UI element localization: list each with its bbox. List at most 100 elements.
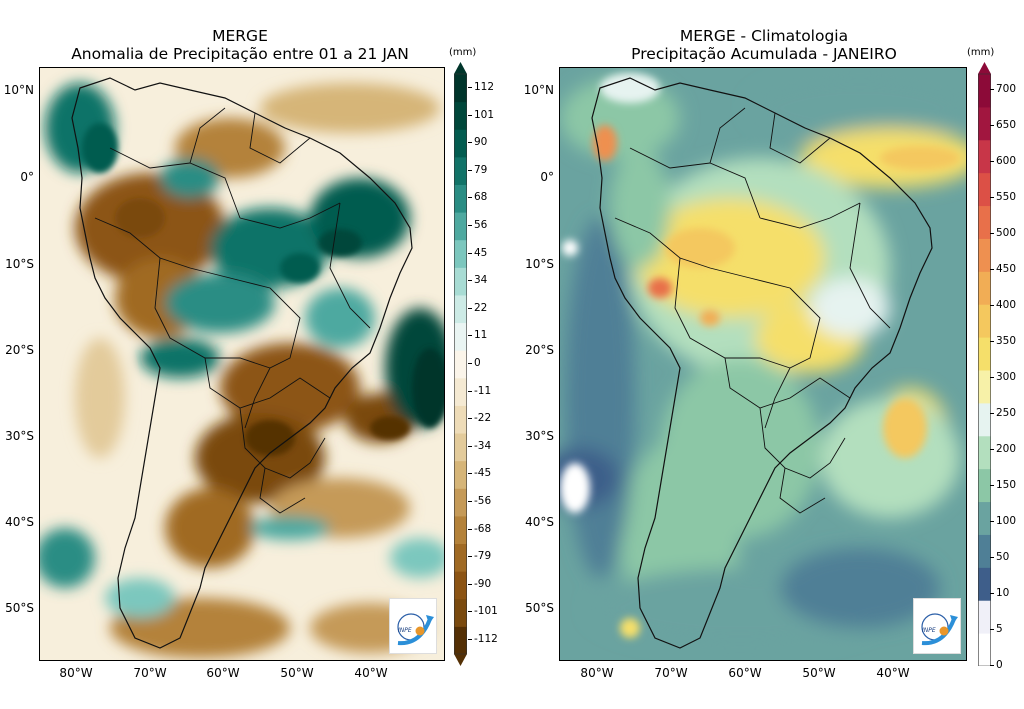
- colorbar-segment: [978, 172, 991, 207]
- colorbar-segment: [454, 515, 467, 545]
- colorbar-tick-label: -79: [467, 550, 492, 563]
- lon-label: 60°W: [206, 666, 240, 680]
- climatology-colorbar: [978, 62, 991, 666]
- colorbar-segment: [978, 567, 991, 601]
- climatology-detail: [560, 73, 960, 638]
- colorbar-segment: [978, 633, 991, 666]
- lon-label: 60°W: [728, 666, 762, 680]
- colorbar-tick-label: 90: [467, 136, 488, 149]
- anomaly-detail: [82, 123, 444, 456]
- lat-label: 30°S: [5, 429, 34, 443]
- colorbar-extend-top: [978, 62, 991, 74]
- anomaly-map-svg: [40, 68, 444, 660]
- colorbar-tick-label: 650: [989, 119, 1017, 131]
- lat-label: 40°S: [525, 515, 554, 529]
- colorbar-extend-bottom: [454, 654, 467, 666]
- colorbar-tick-label: -112: [468, 633, 498, 645]
- colorbar-segment: [454, 488, 467, 517]
- colorbar-segment: [978, 139, 991, 174]
- colorbar-segment: [454, 350, 467, 379]
- colorbar-segment: [454, 101, 467, 130]
- inpe-logo-icon: INPE: [397, 613, 434, 646]
- colorbar-tick-label: -11: [467, 384, 492, 397]
- colorbar-unit: (mm): [449, 47, 477, 58]
- colorbar-segment: [978, 534, 991, 568]
- colorbar-tick-label: 150: [989, 479, 1017, 491]
- colorbar-segment: [978, 402, 991, 437]
- colorbar-tick-label: -101: [468, 605, 498, 618]
- lat-label: 10°S: [525, 257, 554, 271]
- country-borders: [614, 107, 891, 514]
- colorbar-tick-label: 112: [467, 81, 495, 93]
- colorbar-segment: [978, 106, 991, 141]
- logo-text: INPE: [922, 627, 936, 634]
- colorbar-segment: [454, 626, 467, 655]
- colorbar-segment: [978, 238, 991, 272]
- colorbar-segment: [978, 501, 991, 535]
- colorbar-tick-label: 5: [990, 623, 1003, 635]
- colorbar-tick-label: 34: [467, 274, 488, 287]
- colorbar-segment: [454, 598, 467, 627]
- colorbar-tick-label: 11: [467, 329, 488, 342]
- anomaly-panel: MERGE Anomalia de Precipitação entre 01 …: [0, 27, 498, 680]
- colorbar-segment: [454, 433, 467, 462]
- climatology-panel: MERGE - Climatologia Precipitação Acumul…: [512, 0, 1024, 709]
- title-line-1: MERGE - Climatologia: [679, 27, 849, 45]
- colorbar-tick-label: 101: [467, 108, 495, 121]
- panel-title: MERGE Anomalia de Precipitação entre 01 …: [0, 27, 480, 63]
- inpe-logo: INPE: [389, 598, 437, 654]
- logo-text: INPE: [398, 627, 412, 634]
- lat-label: 20°S: [5, 343, 34, 357]
- lon-label: 80°W: [59, 666, 93, 680]
- lon-label: 80°W: [580, 666, 614, 680]
- lat-label: 0°: [20, 170, 34, 184]
- colorbar-segment: [978, 370, 991, 404]
- lat-label: 10°N: [523, 83, 554, 97]
- lon-label: 50°W: [280, 666, 314, 680]
- colorbar-segment: [978, 74, 991, 108]
- colorbar-tick-label: 68: [467, 191, 488, 204]
- colorbar-tick-label: 700: [989, 83, 1017, 95]
- colorbar-tick-label: -45: [467, 467, 492, 480]
- colorbar-segment: [978, 304, 991, 338]
- lon-label: 40°W: [354, 666, 388, 680]
- colorbar-segment: [978, 205, 991, 239]
- colorbar-tick-label: 10: [989, 587, 1010, 599]
- colorbar-tick-label: 350: [989, 335, 1017, 347]
- colorbar-segment: [454, 460, 467, 489]
- colorbar-segment: [454, 156, 467, 185]
- colorbar-segment: [454, 294, 467, 324]
- lat-label: 0°: [540, 170, 554, 184]
- lat-label: 30°S: [525, 429, 554, 443]
- colorbar-tick-label: 0: [468, 357, 481, 369]
- colorbar-tick-label: 200: [989, 443, 1017, 455]
- title-line-2: Precipitação Acumulada - JANEIRO: [631, 45, 897, 63]
- lon-label: 70°W: [133, 666, 167, 680]
- colorbar-tick-label: 400: [989, 299, 1017, 311]
- lon-label: 70°W: [654, 666, 688, 680]
- colorbar-tick-label: 550: [989, 191, 1017, 203]
- colorbar-tick-label: 100: [989, 515, 1017, 527]
- colorbar-tick-label: 600: [989, 155, 1017, 167]
- colorbar-tick-label: 500: [989, 227, 1017, 239]
- colorbar-segment: [454, 267, 467, 296]
- country-borders: [94, 107, 371, 514]
- colorbar-segment: [454, 212, 467, 241]
- colorbar-segment: [454, 322, 467, 351]
- lat-label: 50°S: [525, 601, 554, 615]
- colorbar-segment: [454, 543, 467, 572]
- anomaly-map: [39, 67, 445, 661]
- colorbar-tick-label: 22: [467, 301, 488, 314]
- colorbar-segment: [454, 184, 467, 213]
- colorbar-unit: (mm): [967, 47, 995, 58]
- colorbar-tick-label: 50: [989, 551, 1010, 563]
- lon-label: 40°W: [876, 666, 910, 680]
- lat-label: 50°S: [5, 601, 34, 615]
- south-america-outline: [591, 77, 933, 649]
- colorbar-tick-label: -22: [467, 412, 492, 425]
- colorbar-tick-label: -34: [467, 439, 492, 452]
- colorbar-tick-label: 250: [989, 407, 1017, 419]
- colorbar-segment: [454, 129, 467, 158]
- colorbar-segment: [978, 271, 991, 305]
- colorbar-tick-label: 56: [467, 219, 488, 231]
